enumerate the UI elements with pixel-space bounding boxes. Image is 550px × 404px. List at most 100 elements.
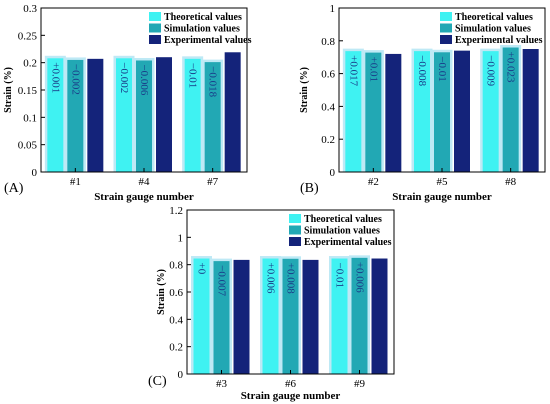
- bar-simulation-values-g6: [282, 258, 299, 374]
- bar-value-label: −0.006: [138, 64, 150, 95]
- legend-entry-label: Theoretical values: [164, 12, 242, 23]
- x-axis-title: Strain gauge number: [241, 390, 341, 402]
- x-tick-label: #1: [70, 176, 81, 188]
- bar-value-label: +0.017: [347, 55, 359, 86]
- bar-theoretical-values-g7: [184, 58, 201, 173]
- y-tick-label: 0.2: [169, 342, 183, 354]
- bar-experimental-values-g6: [302, 259, 319, 374]
- y-tick-label: 0: [330, 167, 336, 179]
- bar-value-label: +0.001: [49, 62, 61, 93]
- y-tick-label: 0.8: [321, 36, 335, 48]
- y-tick-label: 0.05: [18, 140, 38, 152]
- bar-experimental-values-g1: [87, 58, 104, 173]
- legend-swatch: [149, 12, 161, 21]
- y-axis-title: Strain (%): [156, 269, 167, 315]
- bar-theoretical-values-g5: [414, 51, 430, 172]
- y-axis-title: Strain (%): [3, 67, 14, 113]
- bar-value-label: −0.002: [118, 62, 130, 93]
- legend-swatch: [289, 237, 301, 246]
- y-tick-label: 0.1: [23, 112, 37, 124]
- x-tick-label: #9: [354, 378, 366, 390]
- bar-simulation-values-g3: [213, 261, 230, 374]
- bar-simulation-values-g2: [365, 52, 382, 172]
- y-tick-label: 0.8: [169, 260, 183, 272]
- legend-entry-label: Simulation values: [164, 24, 240, 35]
- bar-experimental-values-g8: [522, 49, 539, 172]
- y-tick-label: 0.6: [169, 287, 183, 299]
- bar-theoretical-values-g4: [116, 58, 132, 172]
- x-tick-label: #4: [139, 176, 151, 188]
- chart-panel-2: +0.017 +0.01 −0.008 −0.01 −0.009 +0.023 0 0.2 0.…: [299, 3, 546, 203]
- bar-value-label: +0.006: [354, 262, 366, 293]
- legend-entry-label: Experimental values: [455, 35, 543, 46]
- bar-value-label: +0.023: [505, 52, 517, 83]
- x-tick-label: #2: [368, 176, 379, 188]
- bar-theoretical-values-g8: [482, 51, 499, 172]
- y-tick-label: 0.4: [321, 101, 335, 113]
- bar-experimental-values-g2: [385, 53, 402, 172]
- legend-entry-label: Theoretical values: [304, 214, 382, 225]
- bar-value-label: −0.018: [207, 66, 219, 97]
- bar-theoretical-values-g3: [193, 258, 210, 374]
- legend-entry-label: Simulation values: [304, 226, 380, 237]
- chart-panel-3: +0 −0.007 +0.006 +0.008 −0.01 +0.006 0 0.2 0.4 0.…: [148, 205, 395, 402]
- y-tick-label: 1: [178, 232, 184, 244]
- bar-value-label: +0.006: [265, 263, 277, 294]
- bar-theoretical-values-g9: [331, 258, 348, 374]
- y-tick-label: 0: [32, 167, 38, 179]
- bar-value-label: +0: [196, 263, 208, 275]
- y-tick-label: 0.25: [18, 30, 38, 42]
- bar-value-label: −0.01: [334, 263, 346, 288]
- legend-swatch: [289, 214, 301, 223]
- bar-simulation-values-g5: [434, 52, 450, 172]
- x-tick-label: #3: [216, 378, 228, 390]
- bar-simulation-values-g1: [67, 59, 84, 172]
- bar-experimental-values-g9: [371, 258, 388, 374]
- bar-value-label: −0.002: [69, 64, 81, 95]
- legend-entry-label: Theoretical values: [455, 12, 533, 23]
- y-tick-label: 0.6: [321, 69, 335, 81]
- legend-swatch: [440, 12, 452, 21]
- legend-swatch: [440, 35, 452, 44]
- legend-swatch: [289, 225, 301, 235]
- y-tick-label: 0.15: [18, 85, 38, 97]
- y-tick-label: 0: [178, 369, 184, 381]
- y-tick-label: 0.4: [169, 314, 183, 326]
- bar-theoretical-values-g2: [345, 51, 362, 172]
- y-tick-label: 0.3: [23, 3, 37, 15]
- bar-value-label: −0.01: [187, 63, 199, 88]
- bar-experimental-values-g7: [224, 52, 241, 172]
- bar-value-label: −0.009: [485, 55, 497, 86]
- bar-experimental-values-g5: [454, 50, 470, 172]
- legend-swatch: [440, 23, 452, 33]
- x-axis-title: Strain gauge number: [94, 191, 194, 203]
- legend-swatch: [149, 23, 161, 33]
- legend-entry-label: Simulation values: [455, 24, 531, 35]
- chart-panel-1: +0.001 −0.002 −0.002 −0.006 −0.01 −0.018 0 0.05…: [3, 3, 252, 203]
- bar-value-label: −0.008: [416, 55, 428, 86]
- bar-experimental-values-g3: [233, 259, 250, 374]
- y-tick-label: 1.2: [169, 205, 183, 217]
- bar-value-label: −0.01: [436, 56, 448, 81]
- x-tick-label: #8: [505, 176, 517, 188]
- legend-swatch: [149, 35, 161, 44]
- bar-value-label: −0.007: [216, 265, 228, 296]
- panel-label: (C): [148, 374, 167, 389]
- legend-entry-label: Experimental values: [164, 35, 252, 46]
- bar-theoretical-values-g1: [47, 58, 64, 172]
- y-tick-label: 1: [330, 3, 336, 15]
- bar-experimental-values-g4: [156, 57, 172, 173]
- bar-simulation-values-g4: [136, 60, 152, 173]
- y-axis-title: Strain (%): [299, 67, 310, 113]
- panel-label: (B): [300, 181, 319, 196]
- x-axis-title: Strain gauge number: [392, 191, 492, 203]
- bar-simulation-values-g7: [204, 62, 221, 173]
- legend-entry-label: Experimental values: [304, 237, 392, 248]
- y-tick-label: 0.2: [321, 134, 335, 146]
- bar-simulation-values-g9: [351, 257, 368, 374]
- bar-theoretical-values-g6: [262, 258, 279, 374]
- bar-value-label: +0.01: [367, 57, 379, 82]
- panel-label: (A): [4, 181, 24, 196]
